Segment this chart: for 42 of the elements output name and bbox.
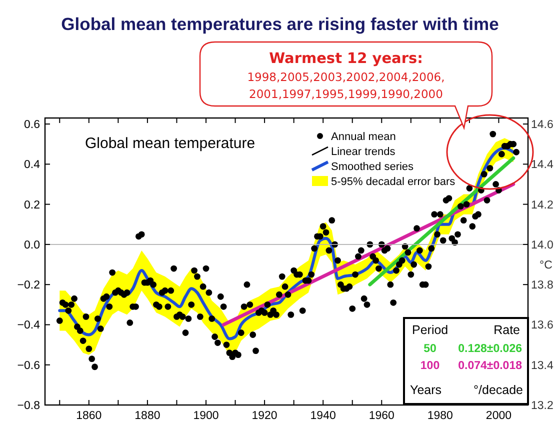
annotation: 100 <box>420 360 440 372</box>
y-tick-label: 0.2 <box>24 199 40 212</box>
x-tick-label: 1940 <box>310 410 336 421</box>
y-tick-label: 0.6 <box>24 119 40 132</box>
text: 1998,2005,2003,2002,2004,2006, <box>247 70 445 84</box>
annotation: Years <box>410 383 442 397</box>
y-tick-label: −0.4 <box>17 320 41 332</box>
y2-tick-label: 14.2 <box>531 199 554 212</box>
annotation: 50 <box>424 343 436 355</box>
x-tick-label: 1860 <box>76 410 102 421</box>
x-tick-label: 1900 <box>193 410 219 421</box>
legend-label: Annual mean <box>331 131 396 143</box>
text: 2001,1997,1995,1999,1990,2000 <box>249 87 443 101</box>
y2-tick-label: 14.0 <box>531 239 554 252</box>
annotation: Period <box>412 323 448 337</box>
chart-title: Global mean temperatures are rising faster with time <box>61 14 500 34</box>
y-tick-label: −0.8 <box>17 400 40 412</box>
x-tick-label: 1880 <box>134 410 160 421</box>
y2-tick-label: 14.4 <box>531 159 554 172</box>
y2-tick-label: 13.4 <box>531 360 554 372</box>
annotation: °/decade <box>474 383 524 397</box>
y-tick-label: 0.0 <box>24 239 40 252</box>
y2-tick-label: 13.8 <box>531 280 554 292</box>
legend-label: 5-95% decadal error bars <box>331 176 456 188</box>
legend-label: Smoothed series <box>331 161 414 173</box>
text: Warmest 12 years: <box>269 51 423 67</box>
x-tick-label: 2000 <box>486 410 512 421</box>
x-tick-label: 1980 <box>427 410 453 421</box>
y2-tick-label: 13.2 <box>531 400 554 412</box>
y-tick-label: 0.4 <box>24 159 41 172</box>
y-tick-label: −0.2 <box>17 280 40 292</box>
legend-label: Linear trends <box>331 146 396 158</box>
y2-axis-title: °C <box>540 260 552 272</box>
y-tick-label: −0.6 <box>17 360 40 372</box>
x-tick-label: 1920 <box>252 410 278 421</box>
annotation: Rate <box>494 323 520 337</box>
text: Global mean temperature <box>85 135 256 152</box>
x-tick-label: 1960 <box>368 410 394 421</box>
annotation: 0.074±0.018 <box>458 360 523 372</box>
y2-tick-label: 14.6 <box>531 119 554 132</box>
y2-tick-label: 13.6 <box>531 320 554 332</box>
annotation: 0.128±0.026 <box>458 343 522 355</box>
